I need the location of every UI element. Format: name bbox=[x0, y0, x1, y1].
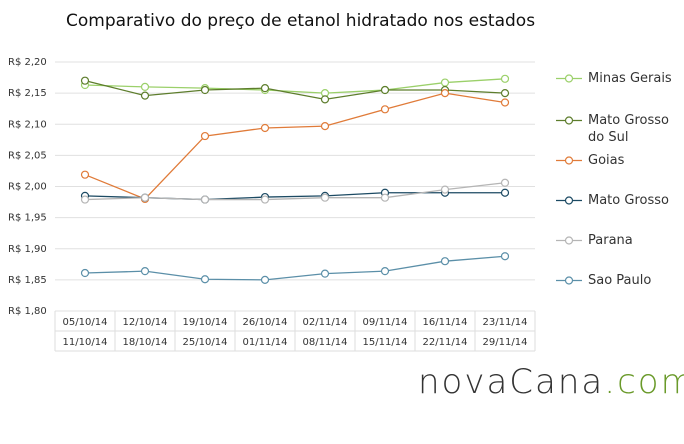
legend-label: Minas Gerais bbox=[588, 71, 672, 86]
x-tick-label: 01/11/14 bbox=[243, 337, 288, 348]
point bbox=[260, 84, 270, 93]
point bbox=[500, 98, 510, 107]
chart-title: Comparativo do preço de etanol hidratado… bbox=[66, 11, 535, 31]
y-tick-label: R$ 1,85 bbox=[8, 275, 47, 286]
y-tick-label: R$ 2,20 bbox=[8, 57, 47, 68]
y-tick-label: R$ 1,80 bbox=[8, 306, 47, 317]
legend-label: Goias bbox=[588, 153, 625, 168]
x-tick-label: 29/11/14 bbox=[483, 337, 528, 348]
point bbox=[440, 89, 450, 98]
point bbox=[200, 131, 210, 141]
point bbox=[380, 105, 390, 114]
series-line bbox=[84, 78, 506, 94]
x-tick-label: 15/11/14 bbox=[363, 337, 408, 348]
legend-label: Mato Grosso do Sul bbox=[588, 113, 669, 145]
x-tick-label: 22/11/14 bbox=[423, 337, 468, 348]
x-tick-label: 11/10/14 bbox=[63, 337, 108, 348]
point bbox=[260, 195, 270, 204]
x-tick-label: 25/10/14 bbox=[183, 337, 228, 348]
y-tick-label: R$ 1,95 bbox=[8, 213, 47, 224]
logo-domain: .com bbox=[604, 362, 684, 402]
legend-label: Parana bbox=[588, 233, 633, 248]
legend-entry: Sao Paulo bbox=[556, 272, 684, 289]
legend-label: Sao Paulo bbox=[588, 273, 652, 288]
x-tick-label: 12/10/14 bbox=[123, 317, 168, 328]
legend-entry: Mato Grosso do Sul bbox=[556, 112, 684, 146]
x-tick-label: 18/10/14 bbox=[123, 337, 168, 348]
legend-key bbox=[556, 236, 582, 245]
legend-entry: Mato Grosso bbox=[556, 192, 684, 209]
x-tick-label: 23/11/14 bbox=[483, 317, 528, 328]
point bbox=[380, 193, 390, 202]
point bbox=[80, 170, 90, 179]
point bbox=[200, 275, 210, 284]
point bbox=[140, 193, 150, 202]
legend-key bbox=[556, 74, 582, 83]
point bbox=[80, 195, 90, 204]
y-tick-label: R$ 2,15 bbox=[8, 88, 47, 99]
point bbox=[140, 267, 150, 276]
y-tick-label: R$ 2,10 bbox=[8, 119, 47, 130]
point bbox=[140, 82, 150, 92]
point bbox=[380, 85, 390, 95]
point bbox=[440, 257, 450, 266]
legend-entry: Minas Gerais bbox=[556, 70, 684, 87]
legend-label: Mato Grosso bbox=[588, 193, 669, 208]
logo-text: novaCana bbox=[418, 362, 605, 402]
point bbox=[440, 78, 450, 87]
legend-key bbox=[556, 276, 582, 285]
y-tick-label: R$ 1,90 bbox=[8, 244, 47, 255]
series-line bbox=[84, 255, 506, 281]
point bbox=[80, 268, 90, 278]
point bbox=[260, 123, 270, 133]
logo: novaCana.com bbox=[418, 362, 684, 402]
y-tick-label: R$ 2,05 bbox=[8, 150, 47, 161]
point bbox=[260, 275, 270, 284]
series-line bbox=[84, 80, 506, 101]
point bbox=[200, 85, 210, 95]
legend-entry: Goias bbox=[556, 152, 684, 169]
x-tick-label: 26/10/14 bbox=[243, 317, 288, 328]
legend-key bbox=[556, 196, 582, 205]
series-line bbox=[84, 92, 506, 200]
point bbox=[500, 188, 510, 197]
series-line bbox=[84, 182, 506, 201]
x-tick-label: 08/11/14 bbox=[303, 337, 348, 348]
x-tick-label: 19/10/14 bbox=[183, 317, 228, 328]
x-tick-label: 16/11/14 bbox=[423, 317, 468, 328]
point bbox=[380, 267, 390, 276]
point bbox=[320, 95, 330, 104]
legend-entry: Parana bbox=[556, 232, 684, 249]
legend-key bbox=[556, 116, 582, 125]
x-tick-label: 09/11/14 bbox=[363, 317, 408, 328]
legend-key bbox=[556, 156, 582, 165]
point bbox=[320, 193, 330, 202]
y-tick-label: R$ 2,00 bbox=[8, 182, 47, 193]
point bbox=[500, 252, 510, 261]
point bbox=[500, 74, 510, 83]
x-tick-label: 02/11/14 bbox=[303, 317, 348, 328]
point bbox=[440, 185, 450, 194]
point bbox=[320, 122, 330, 131]
point bbox=[140, 91, 150, 100]
x-tick-label: 05/10/14 bbox=[63, 317, 108, 328]
point bbox=[500, 178, 510, 187]
point bbox=[80, 76, 90, 85]
point bbox=[200, 195, 210, 204]
point bbox=[500, 89, 510, 98]
point bbox=[320, 269, 330, 278]
